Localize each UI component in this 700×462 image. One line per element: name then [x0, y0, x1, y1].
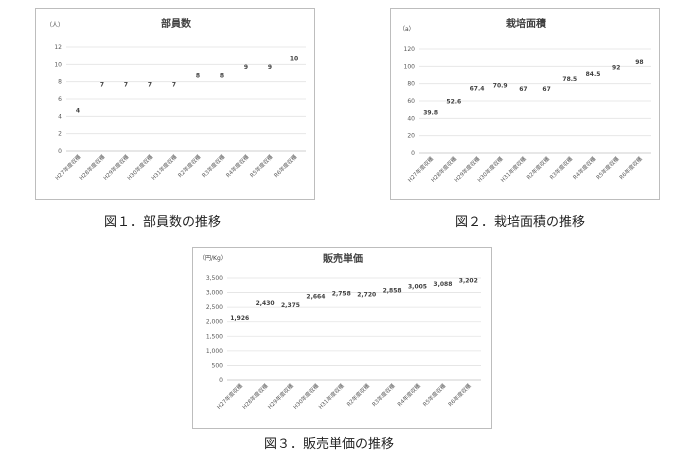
data-label: 39.8	[423, 110, 438, 117]
chart-panel-cultivation-area: 栽培面積 （a） 0 20 40 60 80 100 120 39.8 H27年度収穫 52.6 H28…	[390, 8, 660, 200]
data-label: 2,430	[256, 300, 275, 307]
y-tick-label: 3,500	[206, 275, 223, 282]
y-tick-label: 0	[219, 377, 223, 384]
figure-caption-1: 図１．部員数の推移	[104, 215, 222, 230]
x-tick-label: R4年度収穫	[224, 152, 251, 179]
data-label: 4	[76, 107, 80, 114]
x-tick-label: R2年度収穫	[345, 381, 372, 408]
data-label: 7	[124, 81, 128, 88]
x-tick-label: R4年度収穫	[571, 154, 598, 181]
data-label: 2,375	[281, 302, 300, 309]
y-tick-label: 2,500	[206, 304, 223, 311]
data-label: 7	[172, 81, 176, 88]
data-label: 1,926	[230, 315, 249, 322]
x-tick-label: R6年度収穫	[446, 381, 473, 408]
data-label: 10	[290, 55, 298, 62]
y-tick-label: 8	[58, 79, 62, 86]
y-tick-label: 40	[407, 115, 415, 122]
y-tick-label: 10	[54, 61, 62, 68]
x-tick-label: R3年度収穫	[548, 154, 575, 181]
data-label: 2,858	[383, 288, 402, 295]
data-label: 84.5	[586, 71, 601, 78]
x-tick-label: H27年度収穫	[215, 381, 244, 410]
y-tick-label: 4	[58, 113, 62, 120]
y-axis-unit-label: （円/Kg）	[199, 255, 227, 262]
y-tick-label: 500	[212, 362, 224, 369]
y-axis-unit-label: （人）	[46, 22, 64, 29]
data-label: 67.4	[470, 86, 485, 93]
y-tick-label: 100	[404, 63, 416, 70]
data-label: 7	[100, 81, 104, 88]
y-tick-label: 0	[411, 150, 415, 157]
data-label: 98	[635, 59, 643, 66]
y-tick-label: 20	[407, 133, 415, 140]
y-tick-label: 120	[404, 46, 416, 53]
x-tick-label: H31年度収穫	[499, 154, 528, 183]
data-label: 92	[612, 64, 620, 71]
x-tick-label: H31年度収穫	[149, 152, 178, 181]
x-tick-label: H31年度収穫	[317, 381, 346, 410]
x-tick-label: R5年度収穫	[421, 381, 448, 408]
y-tick-label: 1,000	[206, 348, 223, 355]
figure-caption-2: 図２．栽培面積の推移	[455, 215, 586, 230]
x-tick-label: R6年度収穫	[272, 152, 299, 179]
data-label: 3,202	[459, 278, 478, 285]
data-label: 2,720	[357, 292, 376, 299]
bar-chart-club-members: 部員数（人）0246810124H27年度収穫7H28年度収穫7H29年度収穫7…	[46, 17, 306, 182]
data-label: 70.9	[493, 83, 508, 90]
y-tick-label: 12	[54, 44, 62, 51]
chart-panel-unit-price: 販売単価 （円/Kg） 0 500 1,000 1,500 2,000 2,500 3,000 3…	[192, 247, 492, 429]
x-tick-label: R5年度収穫	[594, 154, 621, 181]
data-label: 67	[542, 86, 550, 93]
data-label: 7	[148, 81, 152, 88]
data-label: 8	[220, 73, 224, 80]
x-tick-label: R4年度収穫	[396, 381, 423, 408]
data-label: 9	[244, 64, 248, 71]
x-tick-label: H29年度収穫	[266, 381, 295, 410]
y-tick-label: 80	[407, 81, 415, 88]
data-label: 3,005	[408, 283, 427, 290]
y-tick-label: 2	[58, 131, 62, 138]
figure-caption-3: 図３．販売単価の推移	[264, 437, 395, 452]
y-tick-label: 0	[58, 148, 62, 155]
data-label: 67	[519, 86, 527, 93]
y-tick-label: 2,000	[206, 319, 223, 326]
data-label: 52.6	[446, 98, 461, 105]
data-label: 9	[268, 64, 272, 71]
x-tick-label: R3年度収穫	[200, 152, 227, 179]
x-tick-label: H30年度収穫	[291, 381, 320, 410]
y-tick-label: 60	[407, 98, 415, 105]
data-label: 2,664	[306, 293, 325, 300]
y-axis-unit-label: （a）	[399, 26, 415, 33]
x-tick-label: H28年度収穫	[240, 381, 269, 410]
data-label: 8	[196, 73, 200, 80]
chart-title: 部員数	[161, 17, 192, 30]
bar-chart-cultivation-area: 栽培面積（a）02040608010012039.8H27年度収穫52.6H28…	[399, 17, 651, 184]
chart-title: 販売単価	[323, 252, 363, 265]
data-label: 3,088	[433, 281, 452, 288]
x-tick-label: R2年度収穫	[176, 152, 203, 179]
bar-chart-unit-price: 販売単価 （円/Kg） 0 500 1,000 1,500 2,000 2,500 3,000 3…	[199, 252, 481, 411]
y-tick-label: 3,000	[206, 290, 223, 297]
x-tick-label: R6年度収穫	[617, 154, 644, 181]
x-tick-label: R2年度収穫	[525, 154, 552, 181]
x-tick-label: R5年度収穫	[248, 152, 275, 179]
data-label: 78.5	[562, 76, 577, 83]
chart-panel-club-members: 部員数 （人） 0 2 4 6 8 10 12 4 H27年度収穫 7 H28年度収穫 7 H29年度収穫 7…	[35, 8, 315, 200]
y-tick-label: 6	[58, 96, 62, 103]
x-tick-label: R3年度収穫	[370, 381, 397, 408]
chart-title: 栽培面積	[506, 17, 547, 30]
y-tick-label: 1,500	[206, 333, 223, 340]
data-label: 2,758	[332, 291, 351, 298]
